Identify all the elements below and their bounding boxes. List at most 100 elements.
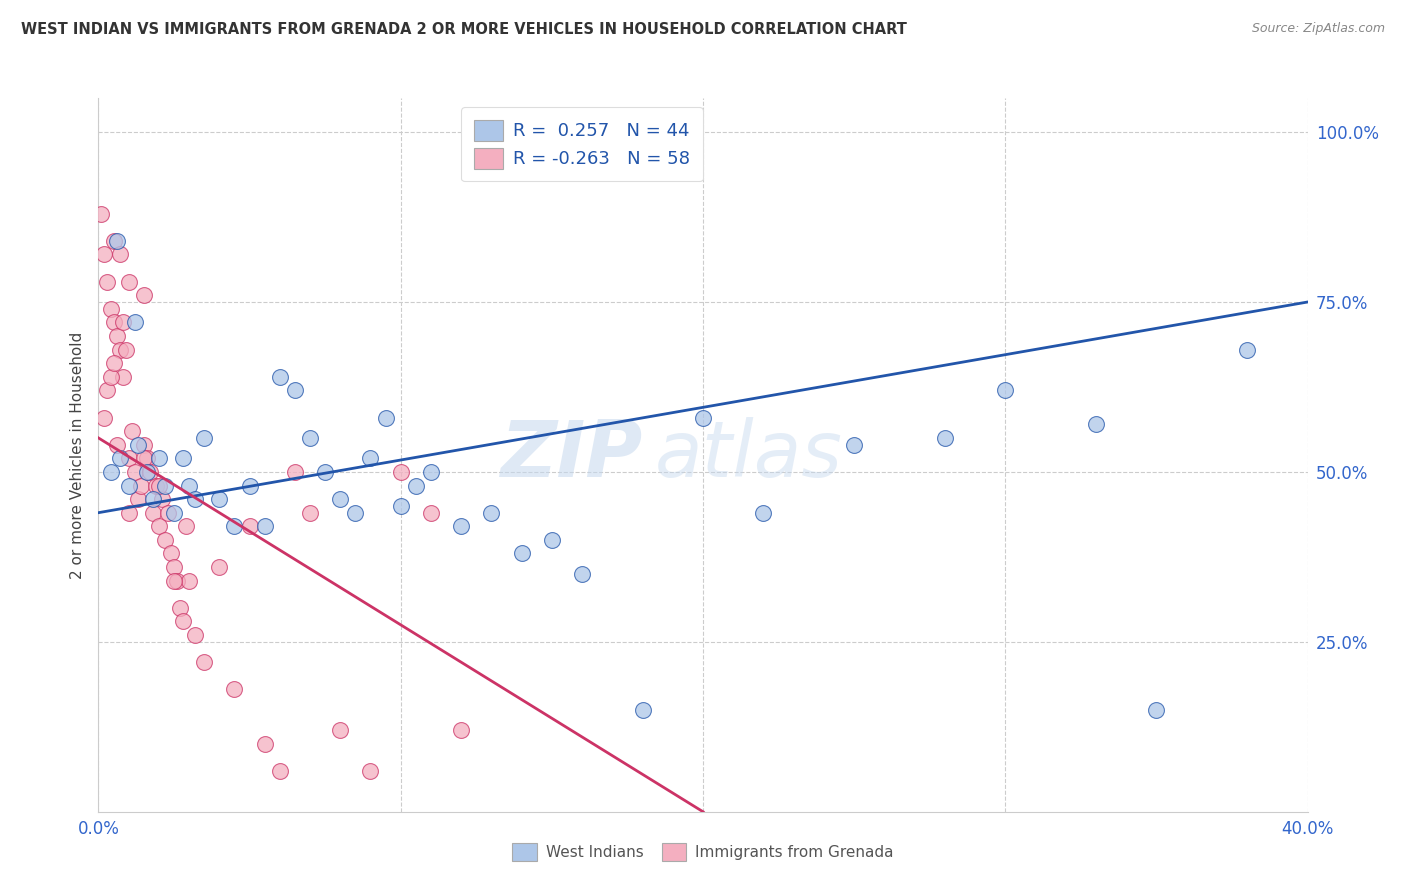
Point — [135, 465, 157, 479]
Point — [269, 764, 291, 778]
Point — [172, 451, 194, 466]
Point — [105, 329, 128, 343]
Point — [299, 431, 322, 445]
Point — [224, 682, 246, 697]
Point — [692, 410, 714, 425]
Point — [118, 506, 141, 520]
Point — [169, 600, 191, 615]
Point — [103, 315, 125, 329]
Point — [93, 410, 115, 425]
Point — [239, 519, 262, 533]
Point — [329, 492, 352, 507]
Point — [184, 628, 207, 642]
Point — [148, 451, 170, 466]
Point — [374, 410, 396, 425]
Point — [142, 492, 165, 507]
Point — [127, 492, 149, 507]
Point — [118, 275, 141, 289]
Point — [124, 315, 146, 329]
Point — [1236, 343, 1258, 357]
Point — [184, 492, 207, 507]
Point — [111, 369, 134, 384]
Point — [156, 506, 179, 520]
Point — [631, 703, 654, 717]
Point — [145, 478, 167, 492]
Point — [419, 465, 441, 479]
Point — [481, 506, 503, 520]
Text: WEST INDIAN VS IMMIGRANTS FROM GRENADA 2 OR MORE VEHICLES IN HOUSEHOLD CORRELATI: WEST INDIAN VS IMMIGRANTS FROM GRENADA 2… — [21, 22, 907, 37]
Point — [129, 478, 152, 492]
Point — [132, 438, 155, 452]
Point — [419, 506, 441, 520]
Point — [284, 465, 307, 479]
Point — [389, 465, 412, 479]
Point — [118, 451, 141, 466]
Point — [752, 506, 775, 520]
Point — [103, 234, 125, 248]
Point — [540, 533, 562, 547]
Point — [994, 384, 1017, 398]
Point — [329, 723, 352, 738]
Point — [121, 424, 143, 438]
Point — [177, 574, 201, 588]
Point — [1144, 703, 1167, 717]
Point — [510, 546, 533, 560]
Point — [96, 275, 118, 289]
Point — [177, 478, 201, 492]
Point — [193, 655, 215, 669]
Point — [208, 560, 231, 574]
Point — [193, 431, 215, 445]
Point — [450, 723, 472, 738]
Point — [174, 519, 197, 533]
Point — [103, 356, 125, 370]
Point — [166, 574, 188, 588]
Point — [239, 478, 262, 492]
Point — [160, 546, 183, 560]
Point — [96, 384, 118, 398]
Point — [269, 369, 291, 384]
Point — [108, 247, 131, 261]
Point — [360, 764, 382, 778]
Point — [314, 465, 336, 479]
Point — [135, 451, 157, 466]
Point — [571, 566, 593, 581]
Point — [450, 519, 472, 533]
Point — [1085, 417, 1108, 432]
Point — [389, 499, 412, 513]
Point — [108, 343, 131, 357]
Point — [93, 247, 115, 261]
Point — [208, 492, 231, 507]
Point — [90, 207, 112, 221]
Point — [114, 343, 136, 357]
Point — [139, 465, 162, 479]
Point — [163, 560, 186, 574]
Point — [299, 506, 322, 520]
Point — [253, 519, 276, 533]
Text: ZIP: ZIP — [501, 417, 643, 493]
Point — [105, 234, 128, 248]
Text: atlas: atlas — [655, 417, 842, 493]
Point — [163, 506, 186, 520]
Point — [172, 615, 194, 629]
Point — [142, 506, 165, 520]
Y-axis label: 2 or more Vehicles in Household: 2 or more Vehicles in Household — [69, 331, 84, 579]
Legend: West Indians, Immigrants from Grenada: West Indians, Immigrants from Grenada — [505, 836, 901, 868]
Point — [360, 451, 382, 466]
Point — [153, 478, 176, 492]
Point — [253, 737, 276, 751]
Point — [108, 451, 131, 466]
Point — [127, 438, 149, 452]
Point — [111, 315, 134, 329]
Point — [132, 451, 155, 466]
Point — [344, 506, 367, 520]
Point — [934, 431, 956, 445]
Point — [844, 438, 866, 452]
Point — [100, 465, 122, 479]
Point — [163, 574, 186, 588]
Point — [148, 478, 170, 492]
Point — [105, 438, 128, 452]
Point — [284, 384, 307, 398]
Point — [132, 288, 155, 302]
Point — [153, 533, 176, 547]
Point — [124, 465, 146, 479]
